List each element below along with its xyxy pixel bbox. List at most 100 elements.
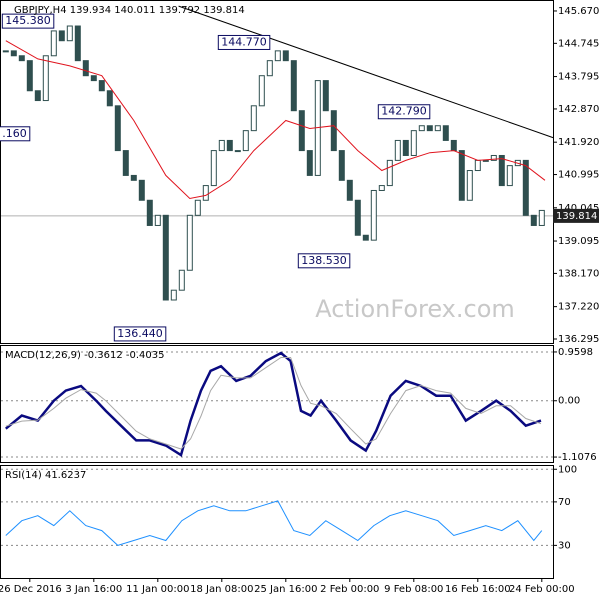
candle [426,125,433,132]
candle [226,139,233,152]
y-tick-label: 142.870 [558,104,599,115]
watermark: ActionForex.com [315,295,515,323]
panel-title: RSI(14) 41.6237 [5,470,86,481]
candle [330,110,337,152]
candle [522,159,529,216]
candle [402,139,409,156]
panel-title: MACD(12,26,9) -0.3612 -0.4035 [5,350,165,361]
annotation-box [1,13,55,29]
candle [26,60,33,92]
y-tick-label: 145.670 [558,6,599,17]
price-panel [0,0,554,344]
indicator-line [5,351,542,458]
candle [18,55,25,62]
y-tick-label: 136.295 [558,334,599,345]
candle [482,159,489,162]
annotation-label: 145.380 [5,14,51,27]
candle [250,105,257,132]
candle [378,185,385,191]
candle [162,214,169,301]
indicator-line [5,357,542,450]
candle [362,234,369,241]
y-tick-label: 0.00 [558,396,580,407]
moving-average [5,40,546,200]
x-tick-label: 25 Jan 16:00 [254,584,317,595]
candle [538,209,545,226]
candle [282,50,289,62]
candle [98,80,105,92]
last-price-label: 139.814 [556,211,597,222]
x-tick-label: 2 Feb 00:00 [320,584,379,595]
candle [498,154,505,187]
candle [194,199,201,216]
y-tick-label: 138.170 [558,268,599,279]
candle [418,125,425,132]
annotation-box [297,253,351,269]
candle [386,159,393,187]
candle [218,139,225,152]
candle [298,110,305,152]
candle [146,199,153,226]
x-tick-label: 16 Feb 16:00 [445,584,511,595]
candle [354,199,361,236]
candle [346,179,353,201]
y-tick-label: 144.745 [558,38,599,49]
candle [506,165,513,187]
panel-title: GBPJPY,H4 139.934 140.011 139.792 139.81… [14,5,245,16]
candle [114,105,121,152]
y-tick-label: 70 [558,497,571,508]
annotation-label: 142.790 [381,105,427,118]
candle [490,154,497,161]
y-tick-label: 137.220 [558,302,599,313]
candle [50,30,57,57]
candle [242,130,249,152]
annotation-box [113,326,167,342]
candle [290,60,297,112]
y-tick-label: 30 [558,540,571,551]
macd-panel [0,345,554,463]
candle [434,125,441,132]
y-tick-label: 140.045 [558,203,599,214]
candle [474,159,481,172]
y-tick-label: 0.9598 [558,347,593,358]
candle [338,150,345,181]
candle [106,90,113,107]
candle [458,150,465,201]
x-tick-label: 18 Jan 08:00 [190,584,253,595]
candle [10,50,17,57]
candle [274,50,281,62]
y-tick-label: 143.795 [558,72,599,83]
candle [234,150,241,153]
rsi-panel [0,465,554,579]
candle [466,170,473,201]
y-tick-label: 139.095 [558,236,599,247]
candle [258,75,265,107]
candle [34,90,41,102]
annotation-box [377,104,431,120]
annotation-label: 144.770 [221,35,267,48]
candle [306,150,313,176]
candle [394,139,401,161]
candle [58,30,65,42]
x-tick-label: 11 Jan 00:00 [126,584,189,595]
candle [74,25,81,62]
candle [410,130,417,156]
candle [322,80,329,112]
candle [42,55,49,102]
candle [178,269,185,291]
candle [202,185,209,201]
candle [442,125,449,141]
candle [370,189,377,241]
candle [130,174,137,181]
candle [186,214,193,271]
candle [450,139,457,152]
annotation-label: 138.530 [301,254,347,267]
x-tick-label: 3 Jan 16:00 [65,584,122,595]
y-tick-label: 141.920 [558,137,599,148]
y-tick-label: 100 [558,464,577,475]
candle [170,289,177,301]
candle [530,214,537,226]
y-tick-label: 140.995 [558,170,599,181]
candle [210,150,217,187]
